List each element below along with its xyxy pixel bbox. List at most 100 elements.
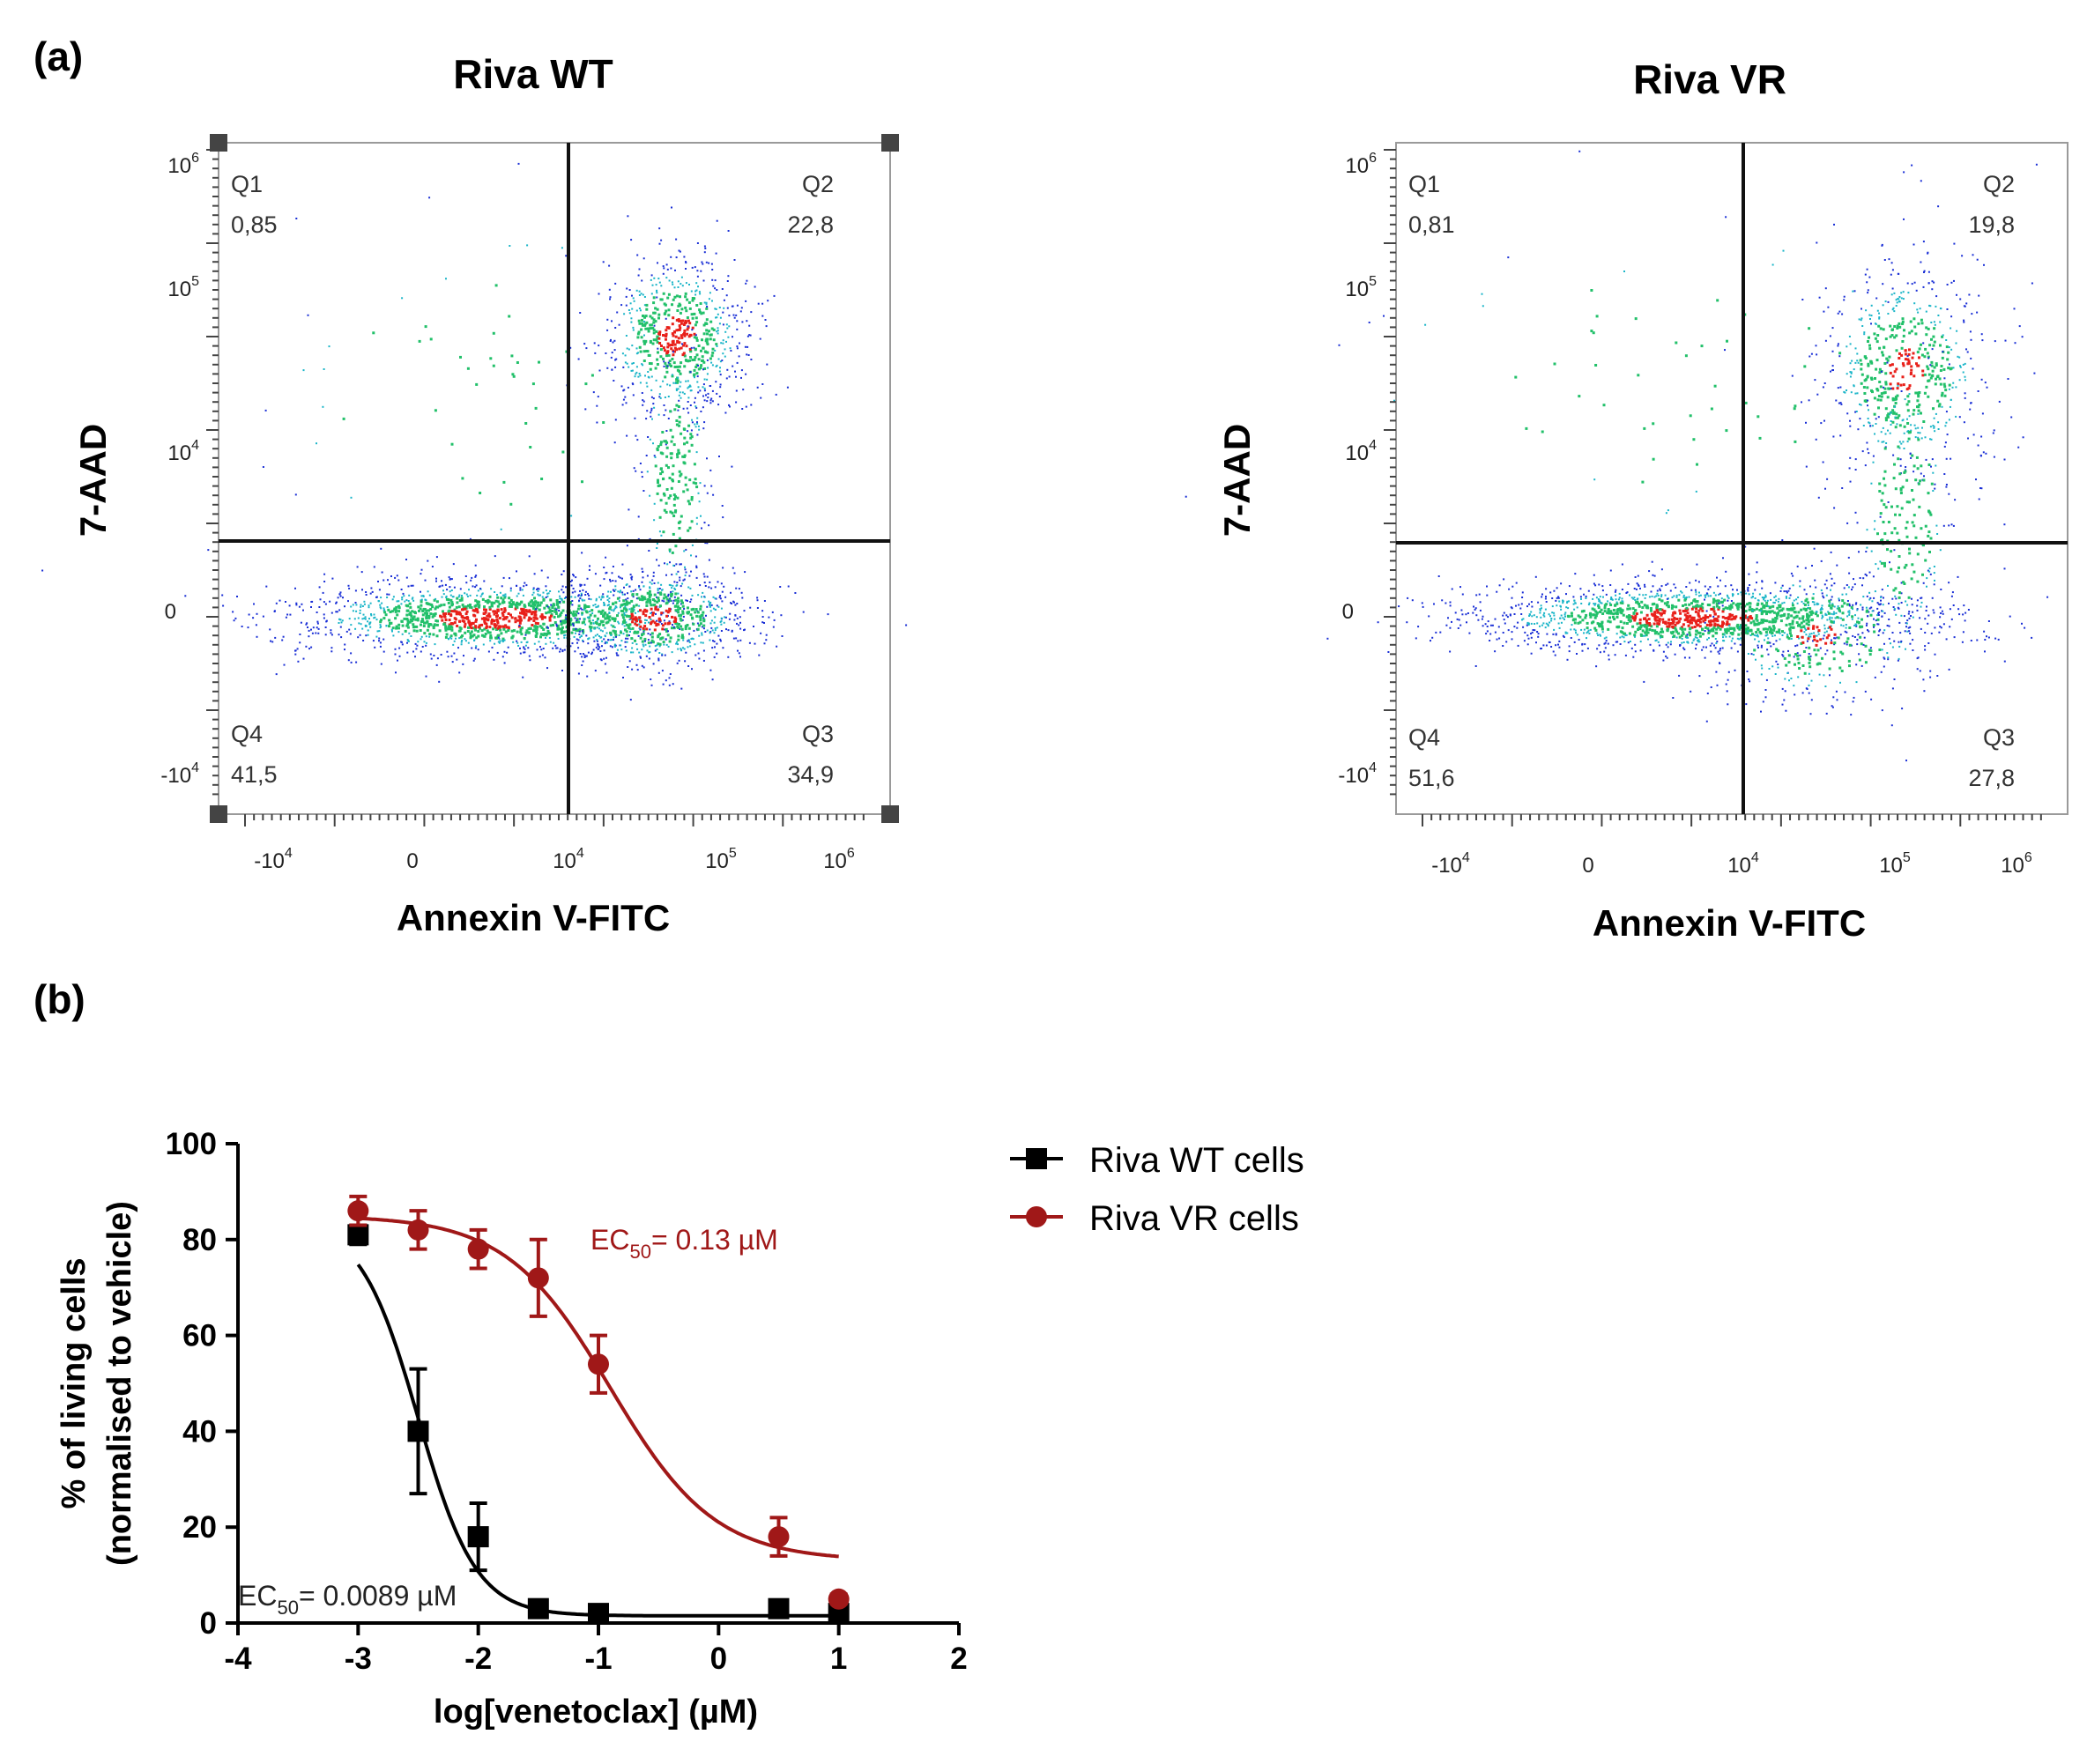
event-dot — [694, 608, 698, 611]
event-dot — [1599, 651, 1601, 654]
event-dot — [717, 404, 720, 406]
event-dot — [1568, 600, 1570, 603]
event-dot — [665, 309, 668, 313]
event-dot — [597, 643, 599, 646]
event-dot — [1655, 609, 1659, 611]
event-dot — [1817, 633, 1820, 635]
event-dot — [1873, 626, 1875, 628]
event-dot — [1621, 563, 1623, 566]
event-dot — [617, 654, 620, 656]
event-dot — [568, 617, 572, 620]
event-dot — [1506, 616, 1509, 619]
event-dot — [636, 254, 639, 256]
event-dot — [1749, 634, 1752, 636]
event-dot — [691, 616, 694, 619]
event-dot — [427, 590, 429, 593]
event-dot — [724, 616, 727, 619]
event-dot — [636, 669, 639, 671]
event-dot — [654, 607, 657, 611]
event-dot — [703, 387, 706, 389]
event-dot — [496, 619, 500, 623]
event-dot — [504, 593, 507, 596]
event-dot — [600, 598, 602, 601]
event-dot — [672, 564, 675, 567]
y-tick-label: 106 — [167, 151, 199, 178]
event-dot — [373, 566, 375, 568]
event-dot — [1639, 626, 1643, 629]
event-dot — [384, 613, 388, 617]
event-dot — [1852, 604, 1854, 606]
event-dot — [675, 404, 679, 407]
event-dot — [434, 619, 438, 622]
event-dot — [501, 585, 503, 588]
gate-handle[interactable] — [881, 134, 899, 152]
event-dot — [449, 598, 453, 602]
event-dot — [625, 637, 627, 640]
event-dot — [508, 597, 511, 600]
event-dot — [681, 285, 684, 287]
event-dot — [447, 612, 450, 616]
event-dot — [507, 646, 509, 649]
event-dot — [1919, 617, 1921, 619]
event-dot — [697, 367, 701, 371]
event-dot — [476, 603, 479, 606]
event-dot — [1553, 628, 1556, 631]
event-dot — [583, 654, 586, 656]
event-dot — [1911, 597, 1912, 600]
event-dot — [624, 605, 627, 608]
event-dot — [1632, 656, 1635, 658]
event-dot — [1744, 627, 1748, 631]
event-dot — [1549, 615, 1551, 618]
event-dot — [693, 463, 696, 466]
event-dot — [653, 628, 657, 632]
event-dot — [624, 646, 627, 649]
event-dot — [693, 312, 696, 315]
event-dot — [516, 619, 519, 622]
event-dot — [388, 619, 391, 622]
event-dot — [642, 596, 646, 599]
event-dot — [1842, 625, 1845, 627]
gate-handle[interactable] — [881, 805, 899, 823]
event-dot — [1786, 612, 1790, 616]
event-dot — [723, 307, 725, 309]
event-dot — [590, 598, 592, 601]
event-dot — [1526, 643, 1529, 646]
event-dot — [1821, 604, 1823, 607]
event-dot — [643, 637, 647, 641]
event-dot — [685, 262, 687, 264]
event-dot — [642, 643, 644, 646]
event-dot — [668, 599, 672, 602]
event-dot — [1697, 604, 1700, 608]
event-dot — [262, 615, 264, 618]
event-dot — [651, 613, 655, 617]
event-dot — [1690, 607, 1694, 611]
event-dot — [643, 296, 646, 298]
event-dot — [1728, 607, 1732, 611]
event-dot — [679, 295, 681, 299]
event-dot — [1807, 623, 1810, 626]
event-dot — [653, 599, 657, 603]
event-dot — [684, 568, 687, 571]
event-dot — [404, 629, 407, 633]
event-dot — [660, 613, 663, 616]
event-dot — [725, 340, 727, 343]
event-dot — [612, 603, 615, 605]
event-dot — [448, 627, 451, 631]
event-dot — [652, 329, 656, 331]
gate-handle[interactable] — [210, 134, 227, 152]
event-dot — [613, 441, 616, 444]
event-dot — [680, 619, 683, 622]
event-dot — [412, 584, 414, 587]
event-dot — [1949, 626, 1951, 628]
event-dot — [1900, 592, 1903, 595]
event-dot — [541, 654, 544, 656]
event-dot — [305, 645, 308, 648]
event-dot — [562, 600, 566, 604]
event-dot — [607, 604, 610, 606]
event-dot — [1652, 585, 1654, 588]
event-dot — [694, 323, 697, 327]
gate-handle[interactable] — [210, 805, 227, 823]
event-dot — [635, 347, 638, 350]
event-dot — [684, 574, 687, 577]
event-dot — [658, 333, 661, 337]
